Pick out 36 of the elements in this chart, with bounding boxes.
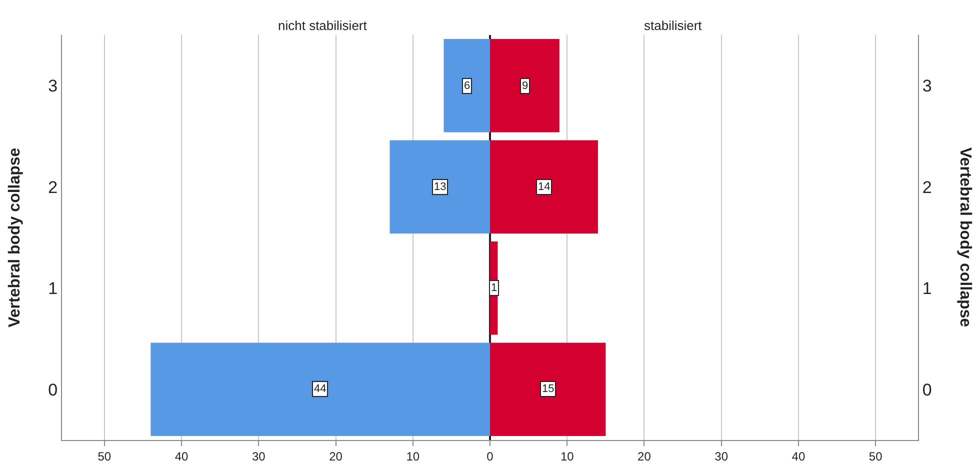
category-label: 0 xyxy=(922,380,932,400)
category-label: 1 xyxy=(922,279,932,298)
x-tick-label: 40 xyxy=(174,449,189,464)
y-tick-label: 1 xyxy=(48,279,58,298)
data-label: 13 xyxy=(434,181,446,193)
bar xyxy=(390,140,490,234)
x-tick-label: 20 xyxy=(329,449,343,464)
x-tick-label: 10 xyxy=(560,449,574,464)
x-tick-label: 0 xyxy=(486,449,494,464)
x-tick-label: 50 xyxy=(98,449,112,464)
category-label: 2 xyxy=(922,178,932,197)
data-label: 9 xyxy=(522,80,528,92)
x-tick-label: 30 xyxy=(714,449,728,464)
text: stabilisiert xyxy=(644,18,702,33)
x-tick-label: 50 xyxy=(868,449,883,464)
data-label: 44 xyxy=(314,383,326,395)
bar xyxy=(444,39,490,132)
x-tick-label: 20 xyxy=(638,449,652,464)
x-tick-label: 40 xyxy=(792,449,806,464)
y2-axis-title: Vertebral body collapse xyxy=(956,147,973,328)
bar xyxy=(490,39,560,132)
data-label: 15 xyxy=(542,383,554,395)
data-label: 14 xyxy=(538,181,550,193)
text: nicht stabilisiert xyxy=(278,18,368,33)
bar xyxy=(490,342,606,436)
x-tick-label: 30 xyxy=(252,449,266,464)
x-tick-label: 10 xyxy=(406,449,420,464)
y-tick-label: 2 xyxy=(48,178,58,197)
y-tick-label: 3 xyxy=(48,76,58,96)
data-label: 1 xyxy=(491,282,498,294)
y-axis-title: Vertebral body collapse xyxy=(6,148,24,328)
data-label: 6 xyxy=(464,80,470,92)
bar xyxy=(490,140,598,234)
bar xyxy=(150,342,490,436)
y-tick-label: 0 xyxy=(48,380,58,400)
category-label: 3 xyxy=(922,76,932,96)
